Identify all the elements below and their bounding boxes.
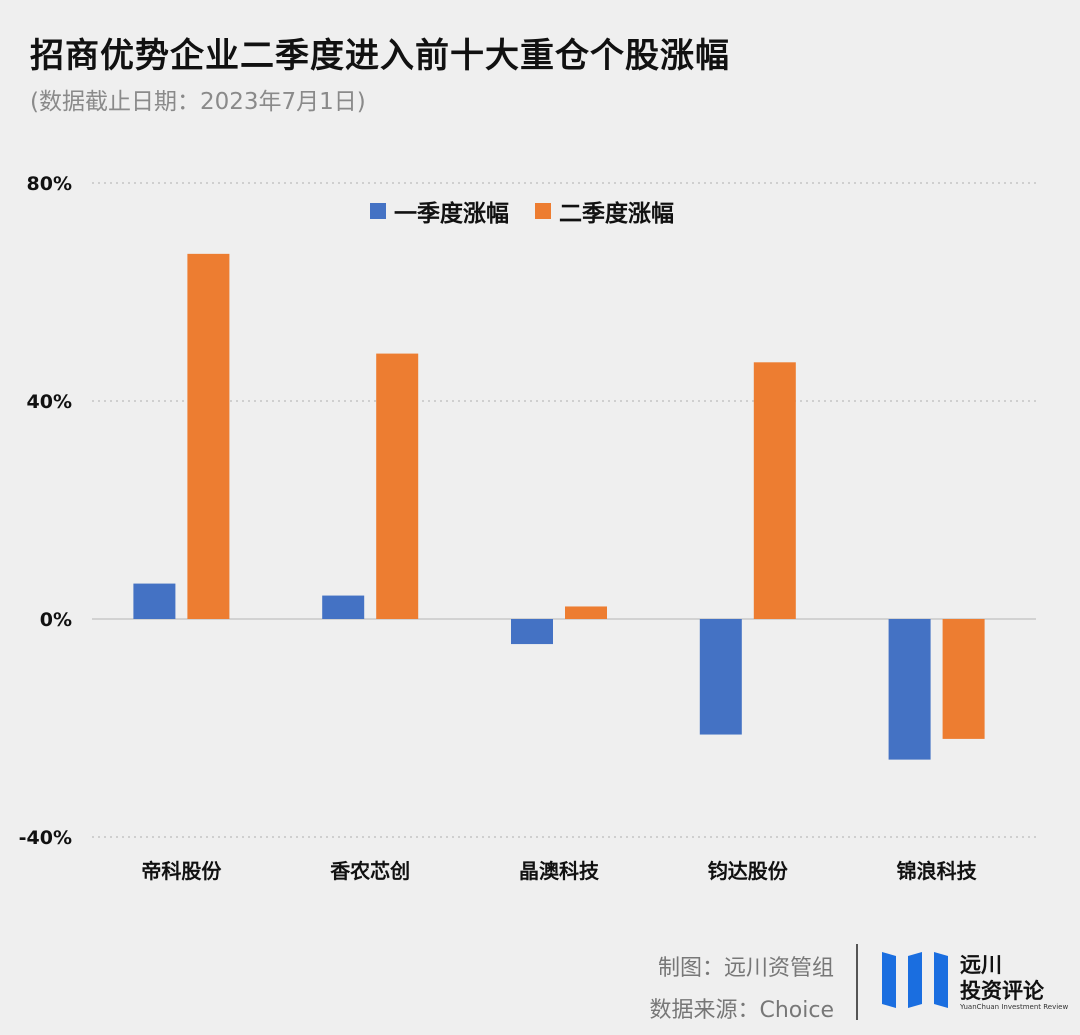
- bar-q2: [376, 353, 419, 619]
- brand-tagline: 投资评论: [960, 979, 1044, 1003]
- legend-label-q2: 二季度涨幅: [559, 201, 674, 227]
- bar-q2: [187, 253, 230, 619]
- bar-q1: [699, 619, 742, 735]
- bar-q1: [133, 583, 176, 619]
- y-tick-label: 0%: [40, 609, 72, 631]
- credit-text: 制图：远川资管组: [657, 956, 834, 981]
- bar-q2: [942, 619, 985, 739]
- bar-q2: [565, 606, 607, 619]
- legend-item-q2: 二季度涨幅: [535, 194, 674, 228]
- brand-logo-icon: [882, 952, 948, 1008]
- footer-notes: 制图：远川资管组 数据来源：Choice: [649, 948, 834, 1032]
- x-tick-label: 香农芯创: [330, 859, 410, 883]
- bar-q1: [511, 619, 553, 645]
- legend-swatch-q2: [535, 203, 551, 219]
- brand-logo-text: 远川 投资评论: [960, 952, 1044, 1004]
- chart-subtitle: (数据截止日期：2023年7月1日): [30, 89, 366, 115]
- legend-swatch-q1: [370, 203, 386, 219]
- x-tick-label: 晶澳科技: [519, 859, 600, 883]
- bar-q1: [888, 619, 931, 760]
- y-tick-label: 40%: [27, 391, 72, 413]
- brand-english: YuanChuan Investment Review: [960, 1003, 1069, 1011]
- legend: 一季度涨幅 二季度涨幅: [370, 194, 674, 228]
- footer-divider: [856, 944, 858, 1020]
- brand-name: 远川: [960, 953, 1002, 977]
- legend-label-q1: 一季度涨幅: [394, 201, 509, 227]
- x-tick-label: 钧达股份: [708, 859, 789, 883]
- chart-title: 招商优势企业二季度进入前十大重仓个股涨幅: [30, 36, 730, 76]
- y-tick-label: 80%: [27, 173, 72, 195]
- y-tick-label: -40%: [19, 827, 72, 849]
- x-tick-label: 帝科股份: [141, 859, 222, 883]
- bar-chart: 80% 40% 0% -40% 帝科股份 香农芯创 晶澳科技 钧达股份 锦浪科技: [19, 173, 1036, 883]
- bar-q2: [753, 362, 796, 619]
- legend-item-q1: 一季度涨幅: [370, 194, 509, 228]
- x-tick-label: 锦浪科技: [897, 859, 978, 883]
- source-text: 数据来源：Choice: [649, 998, 834, 1023]
- bar-q1: [322, 595, 365, 619]
